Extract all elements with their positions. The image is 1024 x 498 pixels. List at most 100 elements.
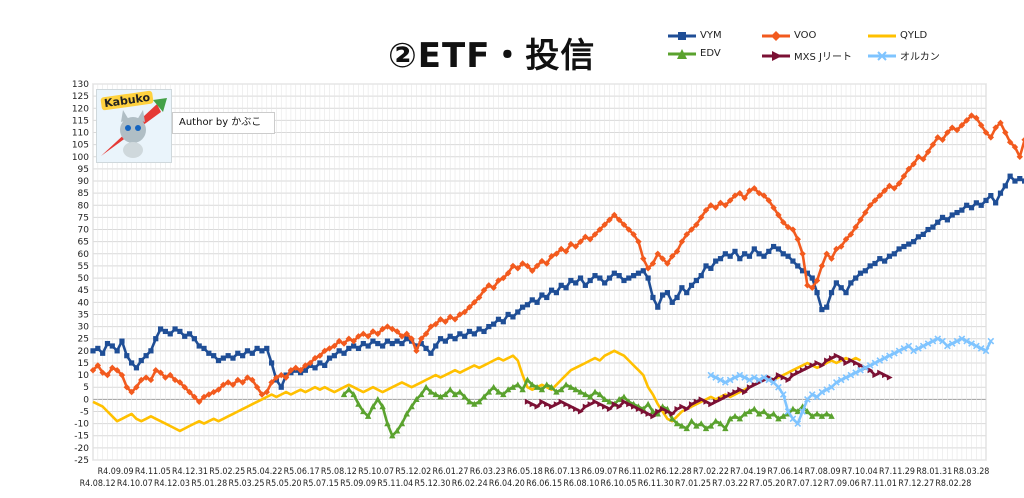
data-point: [597, 401, 604, 408]
data-point: [191, 393, 198, 401]
data-point: [988, 192, 994, 199]
data-point: [906, 241, 912, 247]
data-point: [978, 202, 984, 208]
data-point: [886, 374, 893, 381]
data-point: [939, 136, 946, 143]
data-point: [524, 302, 531, 308]
data-point: [510, 314, 516, 320]
data-point: [461, 308, 468, 316]
data-point: [398, 420, 406, 427]
data-point: [919, 342, 927, 350]
data-point: [317, 360, 323, 366]
data-point: [340, 340, 348, 347]
data-point: [548, 253, 555, 260]
data-point: [901, 243, 907, 250]
data-point: [876, 357, 884, 364]
data-point: [678, 238, 686, 245]
data-point: [582, 403, 589, 410]
data-point: [181, 384, 188, 391]
data-point: [847, 231, 855, 238]
data-point: [611, 270, 617, 276]
data-point: [727, 253, 733, 259]
series-3: [340, 376, 835, 439]
data-point: [447, 386, 454, 393]
data-point: [100, 350, 106, 356]
x-tick-label: R7.05.20: [749, 479, 785, 489]
data-point: [621, 398, 628, 405]
data-point: [567, 240, 575, 248]
data-point: [924, 340, 932, 347]
y-tick-label: 120: [72, 104, 89, 114]
x-tick-label: R5.10.07: [358, 467, 394, 477]
data-point: [814, 359, 821, 366]
data-point: [529, 267, 536, 274]
data-point: [118, 371, 126, 379]
data-point: [331, 342, 338, 350]
data-point: [818, 388, 826, 396]
data-point: [789, 226, 797, 233]
data-point: [698, 214, 705, 221]
y-tick-label: 20: [78, 347, 90, 357]
legend-swatch-mxs: [762, 50, 790, 61]
data-point: [586, 236, 594, 243]
data-point: [249, 350, 255, 356]
data-point: [814, 290, 820, 296]
data-point: [934, 335, 942, 343]
data-point: [220, 355, 226, 361]
data-point: [533, 262, 541, 270]
data-point: [297, 367, 304, 374]
x-tick-label: R7.09.06: [824, 479, 860, 489]
data-point: [993, 200, 999, 206]
data-point: [674, 294, 680, 301]
data-point: [741, 410, 748, 417]
data-point: [852, 369, 860, 377]
data-point: [322, 362, 328, 368]
data-point: [1012, 178, 1018, 184]
data-point: [958, 335, 966, 343]
data-point: [838, 355, 845, 362]
data-point: [553, 290, 559, 296]
y-tick-label: 25: [78, 335, 89, 345]
data-point: [997, 190, 1004, 196]
data-point: [582, 391, 589, 398]
data-point: [828, 412, 835, 419]
data-point: [693, 221, 700, 228]
y-tick-label: 75: [78, 213, 89, 223]
data-point: [644, 400, 652, 407]
data-point: [625, 226, 632, 233]
data-point: [191, 336, 197, 342]
data-point: [968, 205, 975, 211]
y-tick-label: 110: [72, 129, 89, 139]
x-tick-label: R4.08.12: [80, 479, 116, 489]
data-point: [794, 408, 801, 415]
y-tick-label: 15: [78, 359, 89, 369]
data-point: [172, 326, 178, 332]
data-point: [929, 337, 937, 345]
data-point: [457, 331, 463, 337]
data-point: [562, 381, 570, 388]
data-point: [264, 345, 270, 352]
data-point: [669, 415, 676, 422]
data-point: [693, 277, 699, 284]
data-point: [669, 253, 676, 260]
data-point: [321, 347, 328, 355]
data-point: [403, 330, 410, 338]
data-point: [953, 126, 961, 134]
data-point: [240, 353, 246, 359]
data-point: [408, 403, 415, 410]
data-point: [925, 226, 931, 233]
data-point: [809, 275, 815, 281]
data-point: [374, 395, 381, 402]
data-point: [959, 207, 965, 213]
data-point: [476, 326, 482, 332]
data-point: [210, 388, 217, 396]
data-point: [615, 216, 623, 224]
data-point: [862, 209, 869, 216]
data-point: [785, 253, 791, 259]
data-point: [543, 260, 550, 267]
data-point: [688, 226, 695, 233]
data-point: [659, 255, 666, 262]
data-point: [707, 422, 715, 429]
data-point: [553, 250, 560, 258]
